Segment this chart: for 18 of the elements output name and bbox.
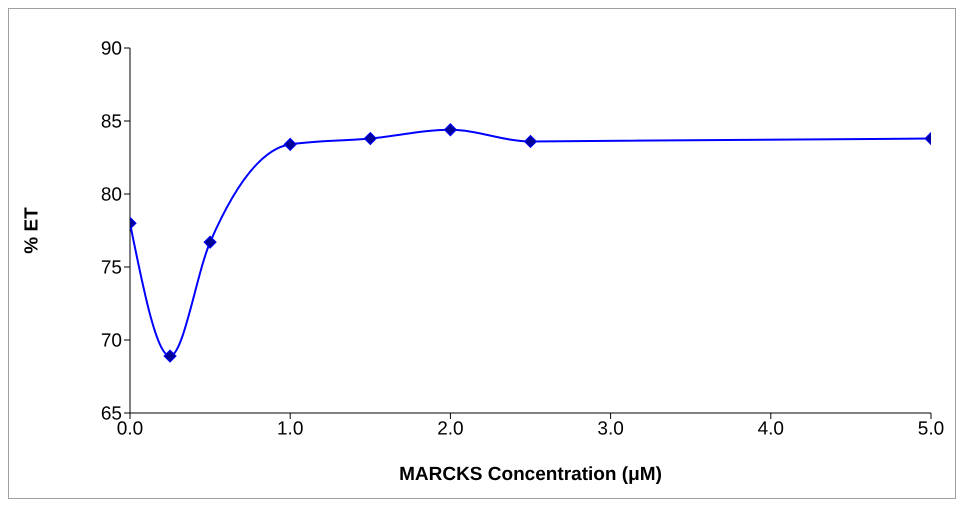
- y-tick-label: 75: [100, 258, 122, 279]
- x-tick-label: 3.0: [597, 418, 624, 440]
- point: [164, 350, 177, 363]
- y-tick-label: 80: [100, 184, 122, 206]
- x-tick-label: 1.0: [276, 418, 304, 440]
- point: [284, 138, 297, 151]
- point: [364, 132, 377, 146]
- x-axis-title: MARCKS Concentration (μM): [399, 464, 662, 485]
- y-axis-title: % ET: [22, 206, 43, 254]
- y-tick-label: 90: [100, 38, 122, 60]
- point: [524, 134, 537, 148]
- point: [204, 236, 217, 249]
- y-tick-label: 70: [100, 330, 122, 352]
- x-tick-label: 2.0: [437, 418, 464, 440]
- x-tick-label: 5.0: [918, 418, 944, 440]
- point: [444, 123, 457, 136]
- y-tick-label: 85: [100, 112, 122, 133]
- x-tick-label: 4.0: [758, 418, 784, 440]
